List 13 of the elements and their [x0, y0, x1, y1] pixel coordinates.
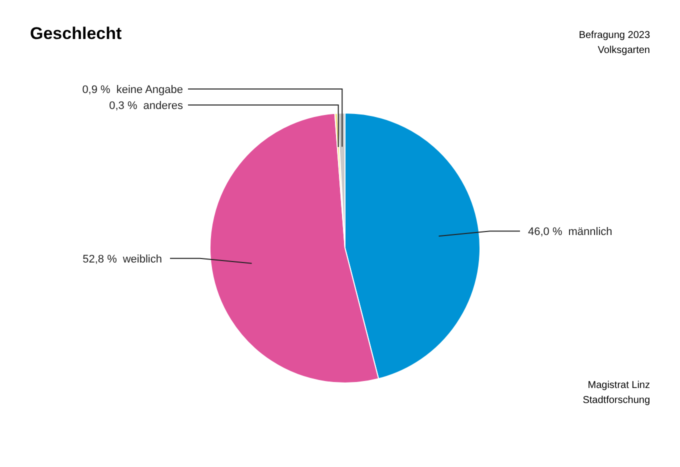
text: Stadtforschung	[582, 394, 650, 408]
data-label: 46,0 %	[528, 226, 562, 238]
text: Befragung 2023	[578, 29, 650, 43]
slice-label: weiblich	[122, 253, 162, 266]
chart-title: Geschlecht	[30, 24, 122, 44]
slice-label: keine Angabe	[116, 84, 183, 96]
slice-label: männlich	[568, 226, 612, 238]
data-label: 0,3 %	[109, 100, 138, 112]
text: Volksgarten	[596, 44, 650, 58]
text: Magistrat Linz	[586, 379, 650, 393]
data-label: 0,9 %	[82, 84, 111, 96]
slice-label: anderes	[143, 100, 184, 112]
data-label: 52,8 %	[82, 253, 118, 266]
